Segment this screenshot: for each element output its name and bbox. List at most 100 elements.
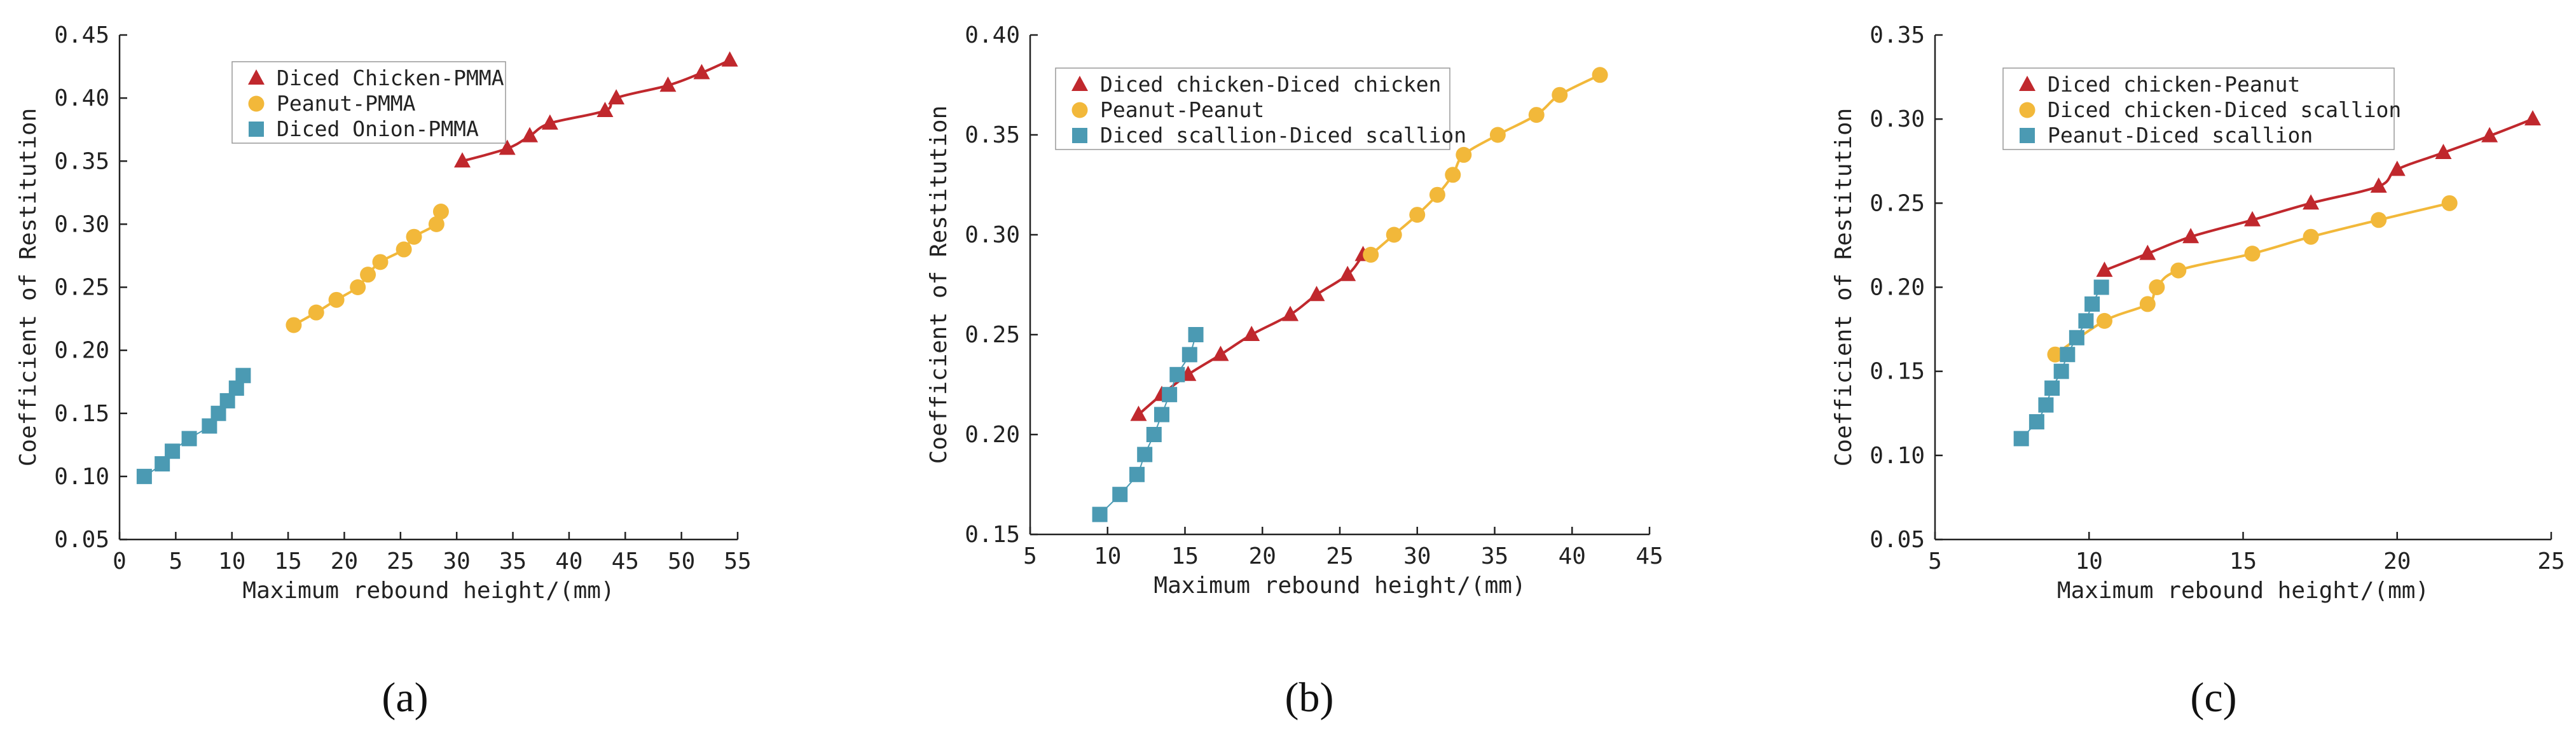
data-point xyxy=(1592,67,1608,83)
data-point xyxy=(2069,330,2084,345)
series-diced-onion-pmma xyxy=(137,368,251,484)
x-tick-label: 25 xyxy=(387,548,414,574)
data-point xyxy=(1529,107,1545,123)
data-point xyxy=(350,279,366,295)
data-point xyxy=(1162,387,1177,402)
data-point xyxy=(2149,279,2165,295)
y-tick-label: 0.10 xyxy=(54,464,109,490)
data-point xyxy=(1363,247,1379,263)
y-tick-label: 0.45 xyxy=(54,22,109,48)
data-point xyxy=(1112,487,1127,502)
x-tick-label: 55 xyxy=(724,548,751,574)
legend-label: Peanut-Diced scallion xyxy=(2048,123,2313,148)
data-point xyxy=(2054,364,2069,379)
x-tick-label: 20 xyxy=(2383,548,2411,574)
x-axis-title: Maximum rebound height/(mm) xyxy=(242,578,614,604)
y-tick-label: 0.25 xyxy=(965,322,1020,348)
y-tick-label: 0.25 xyxy=(54,275,109,301)
data-point xyxy=(1456,147,1471,163)
legend-marker xyxy=(1072,128,1087,143)
data-point xyxy=(2044,380,2060,396)
legend-label: Diced scallion-Diced scallion xyxy=(1100,123,1466,148)
x-tick-label: 40 xyxy=(555,548,582,574)
y-tick-label: 0.30 xyxy=(54,211,109,237)
x-tick-label: 30 xyxy=(443,548,471,574)
data-point xyxy=(2078,313,2093,328)
data-point xyxy=(433,204,449,219)
y-tick-label: 0.20 xyxy=(1870,275,1925,301)
x-tick-label: 30 xyxy=(1403,543,1431,569)
data-point xyxy=(2140,296,2156,312)
x-tick-label: 50 xyxy=(668,548,695,574)
x-tick-label: 15 xyxy=(2229,548,2257,574)
data-point xyxy=(235,368,251,383)
x-tick-label: 45 xyxy=(612,548,639,574)
y-tick-label: 0.15 xyxy=(54,401,109,427)
data-point xyxy=(2371,212,2387,228)
data-point xyxy=(182,431,197,446)
x-axis-title: Maximum rebound height/(mm) xyxy=(1154,573,1526,599)
x-tick-label: 10 xyxy=(2076,548,2103,574)
x-tick-label: 5 xyxy=(1928,548,1942,574)
y-tick-label: 0.15 xyxy=(1870,359,1925,385)
data-point xyxy=(2245,246,2261,261)
data-point xyxy=(521,127,538,143)
data-point xyxy=(1169,367,1185,382)
legend-label: Diced Onion-PMMA xyxy=(277,116,479,141)
data-point xyxy=(137,469,152,484)
data-point xyxy=(1092,507,1108,522)
x-tick-label: 5 xyxy=(1023,543,1037,569)
data-point xyxy=(360,267,376,282)
data-point xyxy=(308,305,324,321)
y-tick-label: 0.05 xyxy=(1870,527,1925,553)
x-tick-label: 25 xyxy=(2537,548,2565,574)
data-point xyxy=(1147,427,1162,442)
x-tick-label: 15 xyxy=(274,548,301,574)
y-tick-label: 0.15 xyxy=(965,522,1020,548)
data-point xyxy=(1282,306,1298,321)
panel-label: (b) xyxy=(1285,674,1334,721)
x-tick-label: 20 xyxy=(331,548,358,574)
y-tick-label: 0.20 xyxy=(54,338,109,364)
legend-label: Diced chicken-Peanut xyxy=(2048,72,2300,97)
x-tick-label: 40 xyxy=(1559,543,1586,569)
data-point xyxy=(165,443,180,459)
x-tick-label: 35 xyxy=(499,548,527,574)
legend-label: Peanut-Peanut xyxy=(1100,97,1264,122)
y-axis-title: Coefficient of Restitution xyxy=(1831,108,1857,467)
legend-marker xyxy=(249,96,265,112)
data-point xyxy=(722,52,738,67)
x-tick-label: 25 xyxy=(1326,543,1353,569)
data-point xyxy=(1409,207,1425,223)
data-point xyxy=(1490,127,1506,143)
data-point xyxy=(1386,227,1402,243)
chart-panel-b: 5 10 15 20 25 30 35 40 45 0.15 0.20 0.25 0.30 0.35 0.4… xyxy=(926,22,1663,721)
legend-marker xyxy=(2020,128,2035,143)
legend: Diced chicken-Diced chickenPeanut-Peanut… xyxy=(1056,68,1466,150)
y-tick-label: 0.35 xyxy=(1870,22,1925,48)
y-tick-label: 0.30 xyxy=(1870,106,1925,132)
x-tick-label: 15 xyxy=(1171,543,1199,569)
series-diced-scallion-diced-scallion xyxy=(1092,327,1204,522)
data-point xyxy=(396,242,412,258)
data-point xyxy=(1137,447,1152,462)
data-point xyxy=(2094,280,2109,295)
data-point xyxy=(2038,398,2053,413)
x-tick-label: 45 xyxy=(1636,543,1663,569)
series-peanut-pmma xyxy=(286,204,449,333)
y-tick-label: 0.40 xyxy=(965,22,1020,48)
legend-label: Diced chicken-Diced scallion xyxy=(2048,97,2401,122)
x-tick-label: 35 xyxy=(1481,543,1508,569)
legend-marker xyxy=(249,122,264,137)
chart-panel-c: 5 10 15 20 25 0.05 0.10 0.15 0.20 0.25 0.30 0.35 Max… xyxy=(1831,22,2565,721)
data-point xyxy=(2014,431,2029,446)
data-point xyxy=(286,317,301,333)
y-tick-label: 0.20 xyxy=(965,422,1020,448)
x-tick-label: 0 xyxy=(113,548,127,574)
x-tick-label: 5 xyxy=(169,548,183,574)
series-peanut-diced-scallion xyxy=(2014,280,2109,447)
panel-label: (a) xyxy=(382,674,428,721)
data-point xyxy=(1182,347,1197,362)
legend: Diced chicken-PeanutDiced chicken-Diced … xyxy=(2003,68,2401,150)
